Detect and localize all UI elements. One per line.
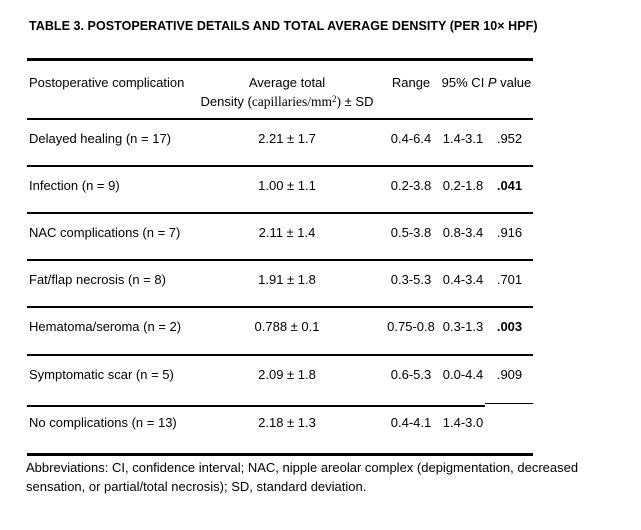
cell-complication: Infection (n = 9): [29, 178, 120, 193]
cell-average-density: 2.09 ± 1.8: [258, 367, 316, 382]
cell-average-density: 2.11 ± 1.4: [258, 225, 316, 240]
density-table: Postoperative complication Average total…: [27, 58, 533, 456]
table-row: Fat/flap necrosis (n = 8) 1.91 ± 1.8 0.3…: [27, 261, 533, 308]
cell-range: 0.75-0.8: [387, 319, 435, 334]
cell-ci: 0.4-3.4: [442, 272, 484, 287]
table-top-rule: [27, 58, 533, 61]
cell-average-density: 2.21 ± 1.7: [258, 131, 316, 146]
cell-range: 0.5-3.8: [390, 225, 432, 240]
cell-ci: 0.3-1.3: [442, 319, 484, 334]
split-rule-left-segment: [27, 404, 485, 407]
cell-p-value: .909: [496, 367, 523, 382]
cell-ci: 0.0-4.4: [442, 367, 484, 382]
cell-range: 0.4-6.4: [390, 131, 432, 146]
cell-p-value: .952: [496, 131, 523, 146]
table-bottom-rule: [27, 453, 533, 456]
column-header-complication: Postoperative complication: [29, 75, 185, 90]
cell-ci: 0.2-1.8: [442, 178, 484, 193]
cell-average-density: 2.18 ± 1.3: [258, 415, 316, 430]
column-header-average-density: Average total Density (capillaries/mm2) …: [192, 73, 382, 118]
column-header-average-line2: Density (capillaries/mm2) ± SD: [200, 93, 374, 110]
cell-range: 0.4-4.1: [390, 415, 432, 430]
table-row: No complications (n = 13) 2.18 ± 1.3 0.4…: [27, 404, 533, 453]
column-header-average-line1: Average total: [248, 75, 326, 90]
cell-range: 0.6-5.3: [390, 367, 432, 382]
table-row: Symptomatic scar (n = 5) 2.09 ± 1.8 0.6-…: [27, 356, 533, 404]
table-row: Hematoma/seroma (n = 2) 0.788 ± 0.1 0.75…: [27, 308, 533, 356]
column-header-ci: 95% CI: [441, 75, 485, 90]
cell-p-value: [486, 415, 533, 453]
split-rule-right-segment: [485, 402, 533, 404]
cell-complication: Delayed healing (n = 17): [29, 131, 172, 146]
column-header-p-value: P value: [487, 75, 532, 90]
cell-complication: Symptomatic scar (n = 5): [29, 367, 174, 382]
footnote-line: sensation, or partial/total necrosis); S…: [26, 478, 367, 494]
cell-complication: No complications (n = 13): [29, 415, 177, 430]
table-row: Infection (n = 9) 1.00 ± 1.1 0.2-3.8 0.2…: [27, 167, 533, 214]
cell-complication: NAC complications (n = 7): [29, 225, 181, 240]
column-header-range: Range: [391, 75, 431, 90]
cell-p-value: .003: [496, 319, 523, 334]
cell-complication: Fat/flap necrosis (n = 8): [29, 272, 166, 287]
table-title: TABLE 3. POSTOPERATIVE DETAILS AND TOTAL…: [29, 19, 538, 33]
header-row: Postoperative complication Average total…: [27, 61, 533, 120]
cell-p-value: .916: [496, 225, 523, 240]
cell-ci: 0.8-3.4: [442, 225, 484, 240]
table-row: NAC complications (n = 7) 2.11 ± 1.4 0.5…: [27, 214, 533, 261]
cell-average-density: 1.00 ± 1.1: [258, 178, 316, 193]
cell-ci: 1.4-3.1: [442, 131, 484, 146]
cell-average-density: 0.788 ± 0.1: [254, 319, 320, 334]
cell-range: 0.3-5.3: [390, 272, 432, 287]
table-footnote: Abbreviations: CI, confidence interval; …: [26, 459, 626, 496]
cell-ci: 1.4-3.0: [442, 415, 484, 430]
cell-p-value: .701: [496, 272, 523, 287]
cell-complication: Hematoma/seroma (n = 2): [29, 319, 182, 334]
footnote-line: Abbreviations: CI, confidence interval; …: [26, 460, 579, 475]
cell-range: 0.2-3.8: [390, 178, 432, 193]
table-row: Delayed healing (n = 17) 2.21 ± 1.7 0.4-…: [27, 120, 533, 167]
cell-average-density: 1.91 ± 1.8: [258, 272, 316, 287]
cell-p-value: .041: [496, 178, 523, 193]
